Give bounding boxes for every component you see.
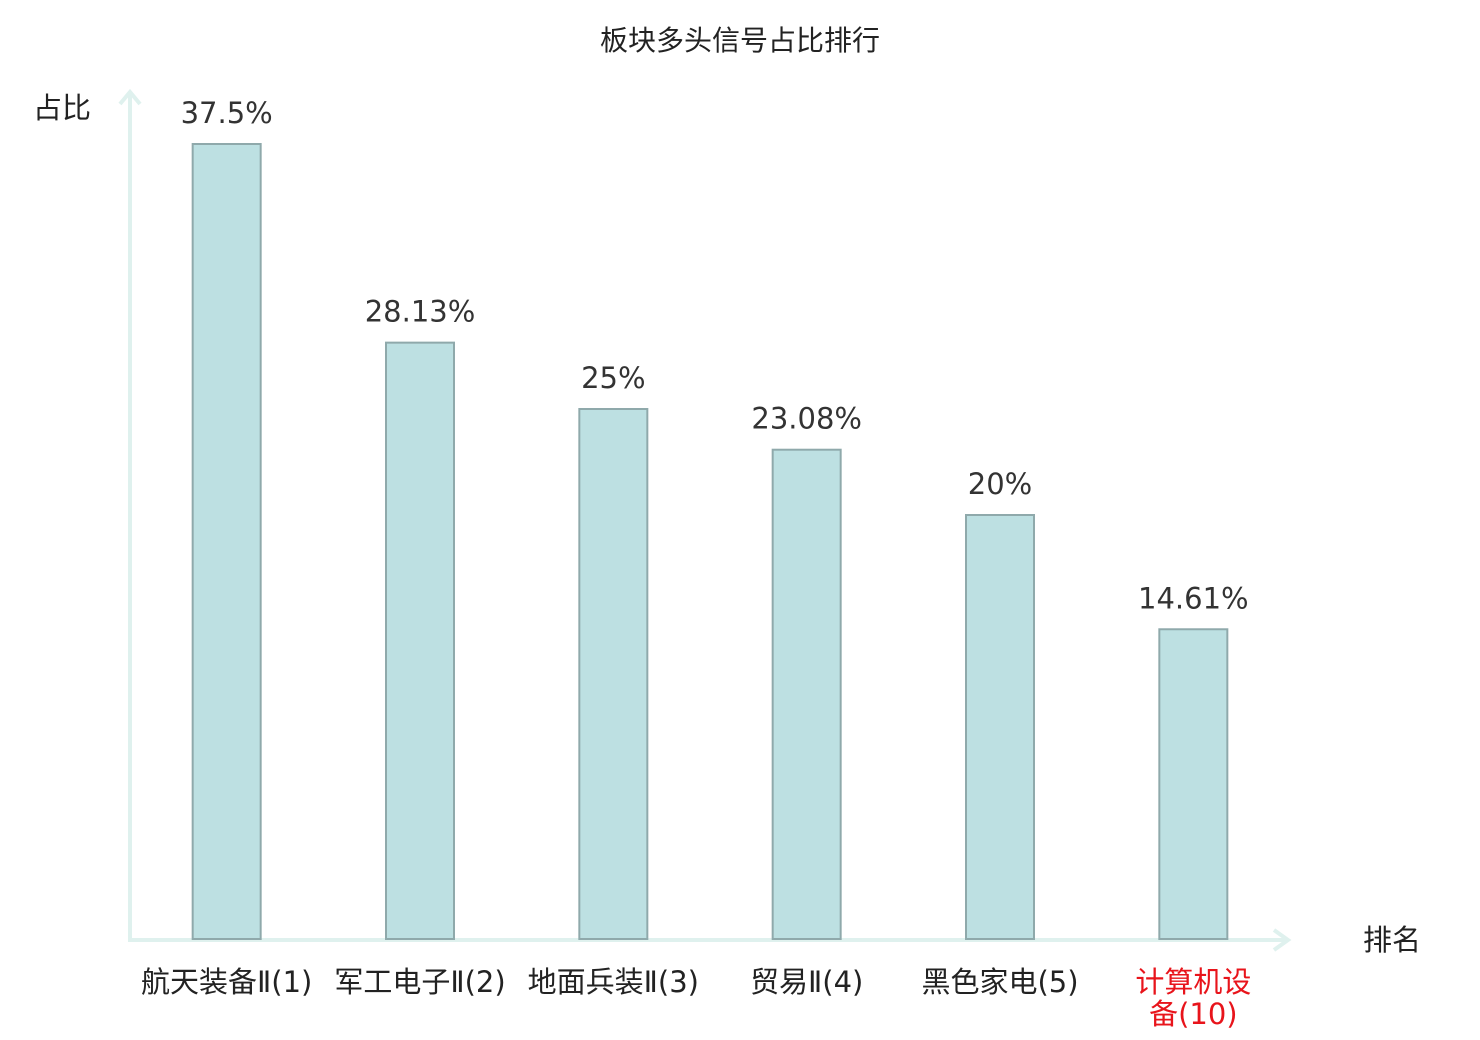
bar (578, 408, 649, 940)
x-tick-label: 黑色家电(5) (921, 965, 1078, 999)
bar (965, 514, 1035, 940)
bar (191, 143, 262, 940)
x-tick-label: 军工电子Ⅱ(2) (334, 965, 505, 999)
label-line: 备(10) (1149, 997, 1238, 1031)
value-label: 37.5% (181, 96, 273, 130)
x-tick-label: 地面兵装Ⅱ(3) (528, 965, 699, 999)
x-axis-arrow (1272, 928, 1292, 952)
bar (1158, 628, 1229, 940)
value-label: 23.08% (751, 402, 862, 436)
bar (385, 341, 455, 941)
axes (118, 88, 1292, 952)
x-tick-label: 计算机设备(10) (1135, 965, 1251, 1031)
bar (771, 448, 842, 940)
value-label: 20% (968, 467, 1032, 501)
chart-title: 板块多头信号占比排行 (600, 24, 880, 57)
x-tick-label: 航天装备Ⅱ(1) (141, 965, 312, 999)
y-axis-arrow (118, 88, 142, 106)
x-axis-label: 排名 (1363, 923, 1421, 957)
y-axis-label: 占比 (33, 91, 91, 125)
value-label: 14.61% (1138, 581, 1249, 615)
x-tick-label: 贸易Ⅱ(4) (750, 965, 863, 999)
value-label: 25% (581, 361, 645, 395)
value-label: 28.13% (365, 295, 476, 329)
label-line: 计算机设 (1135, 965, 1251, 999)
